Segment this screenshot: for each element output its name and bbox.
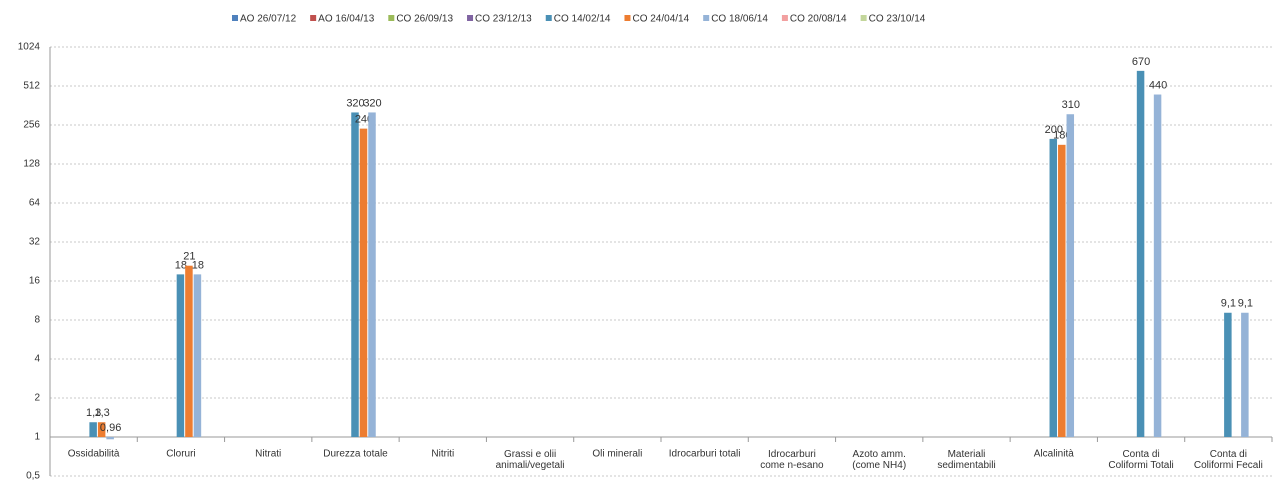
bar: [176, 274, 185, 437]
legend-swatch: [467, 15, 474, 21]
data-label: 200: [1045, 124, 1063, 136]
x-tick-label: Idrocarburi come n-esano: [760, 449, 824, 471]
bar: [368, 112, 376, 438]
y-tick-label: 4: [34, 354, 40, 365]
y-tick-label: 2: [34, 393, 40, 404]
bar: [359, 128, 368, 437]
legend-label: CO 20/08/14: [790, 14, 847, 25]
bar: [1224, 312, 1232, 437]
legend-label: CO 14/02/14: [554, 14, 611, 25]
x-tick-label: Oli minerali: [592, 449, 642, 460]
legend-label: CO 24/04/14: [632, 14, 689, 25]
x-tick-label: Nitriti: [431, 449, 454, 460]
bar: [1241, 312, 1249, 437]
legend-swatch: [232, 15, 238, 21]
data-label: 18: [175, 259, 187, 271]
data-label: 1,3: [86, 407, 101, 419]
x-tick-label: Grassi e olii animali/vegetali: [496, 449, 565, 471]
legend-label: CO 26/09/13: [396, 14, 453, 25]
y-tick-label: 16: [29, 276, 41, 287]
legend-swatch: [310, 15, 317, 21]
x-tick-label: Ossidabilità: [68, 449, 120, 460]
y-tick-label: 1: [34, 432, 40, 443]
x-tick-label: Conta di Coliformi Totali: [1108, 449, 1173, 471]
data-label: 670: [1132, 56, 1150, 68]
bar: [106, 437, 114, 440]
y-tick-label: 256: [23, 120, 40, 131]
bar: [193, 274, 202, 437]
y-tick-label: 1024: [18, 42, 41, 53]
legend-swatch: [781, 15, 788, 21]
y-tick-label: 64: [29, 198, 41, 209]
x-tick-label: Idrocarburi totali: [669, 449, 741, 460]
x-tick-label: Conta di Coliformi Fecali: [1194, 449, 1263, 471]
y-tick-label: 32: [29, 237, 41, 248]
y-tick-label: 128: [23, 159, 40, 170]
legend-swatch: [703, 15, 710, 21]
bar: [1066, 114, 1075, 438]
data-label: 9,1: [1238, 298, 1253, 310]
bar: [1153, 94, 1162, 437]
data-label: 0,96: [100, 422, 121, 434]
bar: [1049, 138, 1058, 438]
x-tick-label: Alcalinità: [1034, 449, 1074, 460]
legend-swatch: [545, 15, 552, 21]
bar: [89, 422, 97, 437]
bar: [185, 265, 193, 437]
data-label: 18: [192, 259, 204, 271]
legend-label: CO 18/06/14: [711, 14, 768, 25]
bar: [97, 422, 106, 437]
data-label: 310: [1062, 99, 1080, 111]
legend-swatch: [860, 15, 867, 21]
x-tick-label: Cloruri: [166, 449, 195, 460]
x-tick-label: Durezza totale: [323, 449, 388, 460]
x-tick-label: Nitrati: [255, 449, 281, 460]
data-label: 320: [363, 97, 381, 109]
legend-label: AO 26/07/12: [240, 14, 297, 25]
data-label: 21: [183, 251, 195, 263]
y-tick-label: 0,5: [26, 471, 40, 482]
legend-swatch: [624, 15, 631, 21]
legend-label: AO 16/04/13: [318, 14, 375, 25]
data-label: 1,3: [94, 407, 109, 419]
bar: [1058, 144, 1066, 437]
y-tick-label: 8: [34, 315, 40, 326]
legend-label: CO 23/12/13: [475, 14, 532, 25]
bar: [351, 112, 359, 438]
x-tick-label: Azoto amm. (come NH4): [852, 449, 906, 471]
data-label: 9,1: [1221, 298, 1236, 310]
legend-label: CO 23/10/14: [869, 14, 926, 25]
data-label: 440: [1149, 79, 1167, 91]
data-label: 320: [346, 97, 364, 109]
y-tick-label: 512: [23, 81, 40, 92]
bar: [1136, 70, 1145, 438]
legend-swatch: [388, 15, 395, 21]
x-tick-label: Materiali sedimentabili: [937, 449, 995, 471]
